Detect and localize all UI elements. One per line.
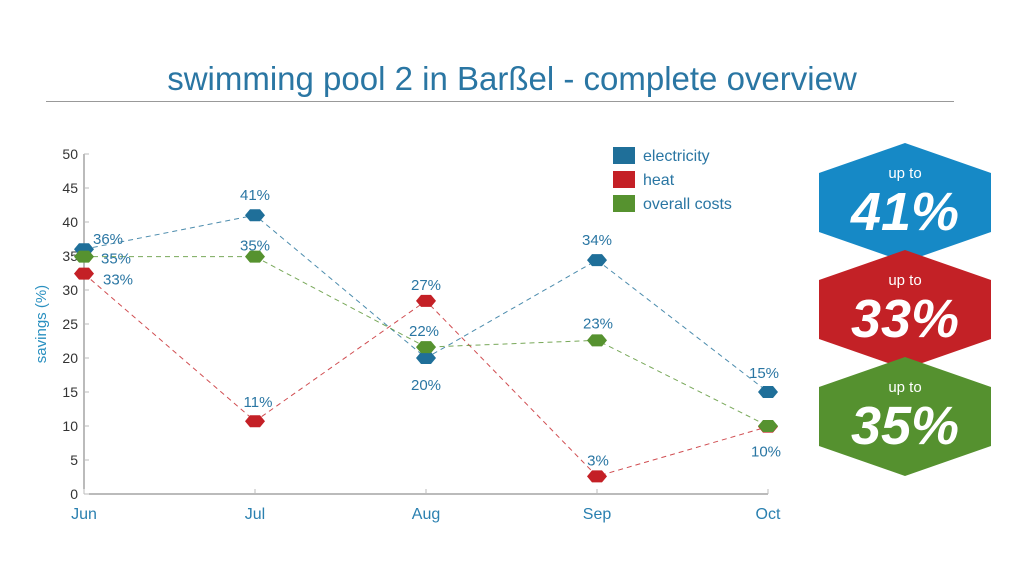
data-label: 35% — [101, 251, 131, 268]
data-point — [416, 352, 436, 364]
badge-prefix: up to — [888, 165, 922, 182]
chart-title: swimming pool 2 in Barßel - complete ove… — [167, 60, 857, 97]
x-tick-label: Jun — [71, 506, 97, 523]
data-point — [587, 254, 607, 267]
data-point — [416, 341, 436, 354]
legend-swatch — [613, 171, 635, 188]
badge-hexagon — [819, 143, 991, 262]
badge-prefix: up to — [888, 272, 922, 289]
data-label: 35% — [240, 238, 270, 255]
y-axis-label: savings (%) — [33, 285, 50, 363]
data-point — [74, 250, 94, 263]
data-point — [245, 250, 265, 263]
badge-hexagon — [819, 357, 991, 476]
data-label: 22% — [409, 323, 439, 340]
y-tick-label: 50 — [62, 146, 78, 162]
data-label: 3% — [587, 452, 609, 469]
data-point — [245, 415, 265, 428]
data-label: 41% — [240, 187, 270, 204]
x-tick-label: Sep — [583, 506, 612, 523]
y-tick-label: 35 — [62, 248, 78, 264]
badge-prefix: up to — [888, 379, 922, 396]
legend-label: electricity — [643, 148, 710, 165]
badge-value: 35% — [850, 396, 960, 456]
legend-label: heat — [643, 172, 675, 189]
data-label: 27% — [411, 277, 441, 294]
x-tick-label: Aug — [412, 506, 440, 523]
y-tick-label: 5 — [70, 452, 78, 468]
badge-overall: up to 35% — [819, 357, 991, 476]
data-point — [758, 420, 778, 432]
title-divider — [46, 101, 954, 102]
y-tick-label: 45 — [62, 180, 78, 196]
x-tick-label: Jul — [245, 506, 265, 523]
data-point — [416, 294, 436, 307]
y-tick-label: 15 — [62, 384, 78, 400]
badge-heat: up to 33% — [819, 250, 991, 369]
badge-hexagon — [819, 250, 991, 369]
data-label: 34% — [582, 232, 612, 249]
y-tick-label: 30 — [62, 282, 78, 298]
y-tick-label: 40 — [62, 214, 78, 230]
data-point — [587, 470, 607, 483]
data-point — [758, 386, 778, 398]
x-tick-label: Oct — [756, 506, 781, 523]
legend-label: overall costs — [643, 196, 732, 213]
badge-value: 33% — [850, 289, 960, 349]
data-label: 11% — [244, 394, 273, 411]
y-tick-label: 25 — [62, 316, 78, 332]
legend-swatch — [613, 147, 635, 164]
data-point — [245, 209, 265, 222]
badge-value: 41% — [850, 182, 960, 242]
y-tick-label: 0 — [70, 486, 78, 502]
data-label: 36% — [93, 231, 123, 248]
data-point — [587, 334, 607, 347]
data-point — [74, 267, 94, 280]
legend-swatch — [613, 195, 635, 212]
data-label: 20% — [411, 377, 441, 394]
data-label: 10% — [751, 444, 781, 461]
y-tick-label: 10 — [62, 418, 78, 434]
data-label: 15% — [749, 365, 779, 382]
badge-electricity: up to 41% — [819, 143, 991, 262]
data-label: 33% — [103, 272, 133, 289]
y-tick-label: 20 — [62, 350, 78, 366]
data-label: 23% — [583, 315, 613, 332]
